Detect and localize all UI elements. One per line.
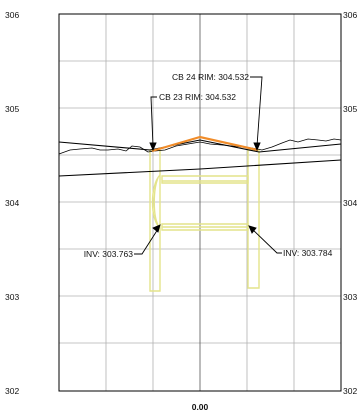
leader-cb24 (250, 76, 263, 147)
y-tick-label-right-302: 302 (343, 386, 357, 396)
leader-inv-right (251, 228, 282, 254)
annotation-cb24-rim: CB 24 RIM: 304.532 (172, 72, 249, 82)
y-tick-label-302: 302 (5, 386, 19, 396)
annotation-inv-right: INV: 303.784 (283, 248, 333, 258)
lower-grade-line (58, 159, 342, 177)
arrow-cb24 (253, 142, 261, 152)
y-tick-label-305: 305 (5, 104, 19, 114)
pipe-bend-left-inner (153, 177, 159, 226)
pipe-upper (161, 175, 249, 184)
design-surface-line (58, 139, 342, 153)
x-tick-label: 0.00 (192, 402, 209, 412)
y-tick-label-right-306: 306 (343, 10, 357, 20)
plot-frame (58, 13, 342, 392)
leader-inv-left (134, 228, 159, 255)
leaders (134, 76, 282, 255)
arrow-inv-left (152, 224, 161, 233)
pipe-lower (161, 223, 249, 231)
y-tick-label-303: 303 (5, 292, 19, 302)
y-tick-label-right-303: 303 (343, 292, 357, 302)
annotation-cb23-rim: CB 23 RIM: 304.532 (159, 92, 236, 102)
finished-grade-orange (151, 135, 259, 153)
annotation-inv-left: INV: 303.763 (84, 249, 134, 259)
y-tick-label-304: 304 (5, 198, 19, 208)
leader-cb23 (150, 96, 157, 147)
arrow-cb23 (149, 142, 157, 152)
arrow-inv-right (248, 225, 257, 234)
y-tick-label-right-305: 305 (343, 104, 357, 114)
cb-24-structure (247, 149, 260, 289)
existing-ground-line (58, 138, 342, 155)
y-tick-label-306: 306 (5, 10, 19, 20)
y-tick-label-right-304: 304 (343, 198, 357, 208)
